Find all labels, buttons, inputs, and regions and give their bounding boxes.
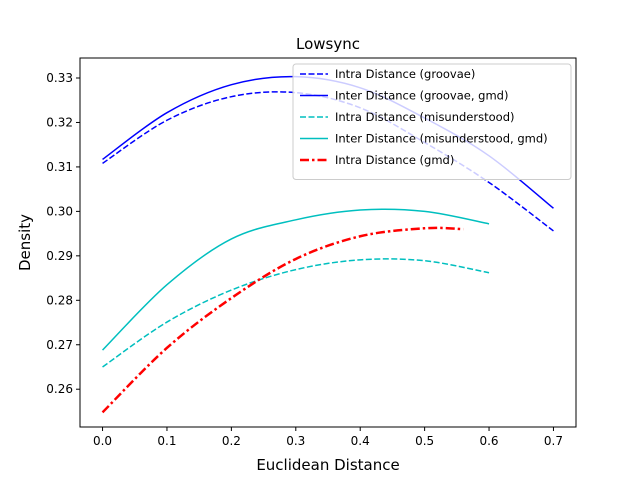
series-line-4 [102,208,490,351]
x-tick-label: 0.0 [93,434,112,448]
y-tick-label: 0.30 [46,204,73,218]
y-tick-label: 0.29 [46,249,73,263]
legend-entry-label: Intra Distance (misunderstood) [335,110,514,124]
series-line-3 [102,258,490,368]
y-tick-label: 0.32 [46,115,73,129]
legend-entry-label: Intra Distance (groovae) [335,67,475,81]
chart-title: Lowsync [296,35,360,53]
x-tick-label: 0.7 [544,434,563,448]
x-axis: 0.0 0.1 0.2 0.3 0.4 0.5 0.6 0.7 [93,427,563,448]
legend-entry-label: Intra Distance (gmd) [335,153,454,167]
x-tick-label: 0.1 [157,434,176,448]
y-tick-label: 0.33 [46,71,73,85]
y-axis-label: Density [16,214,34,271]
x-axis-label: Euclidean Distance [256,456,399,474]
x-tick-label: 0.4 [351,434,370,448]
y-tick-label: 0.31 [46,160,73,174]
y-axis: 0.26 0.27 0.28 0.29 0.30 0.31 0.32 0.33 [46,71,80,396]
legend-entry-label: Inter Distance (groovae, gmd) [335,89,508,103]
x-tick-label: 0.5 [415,434,434,448]
y-tick-label: 0.28 [46,293,73,307]
series-line-5 [101,226,464,414]
y-tick-label: 0.26 [46,382,73,396]
legend-box [292,63,572,180]
legend-entry-label: Inter Distance (misunderstood, gmd) [335,132,548,146]
axes-frame [79,57,577,428]
legend: Intra Distance (groovae) Inter Distance (… [292,63,572,180]
y-tick-label: 0.27 [46,338,73,352]
x-tick-label: 0.3 [286,434,305,448]
x-tick-label: 0.2 [222,434,241,448]
x-tick-label: 0.6 [479,434,498,448]
